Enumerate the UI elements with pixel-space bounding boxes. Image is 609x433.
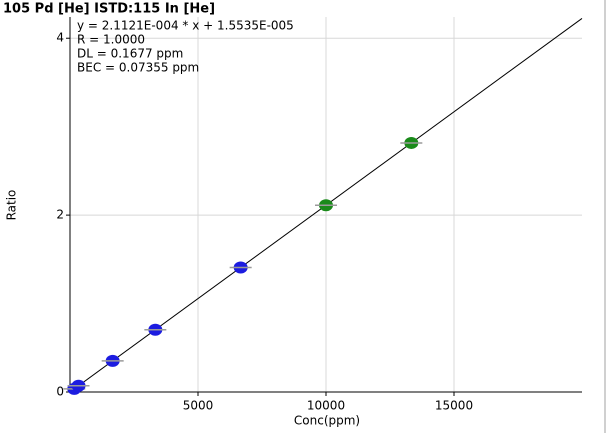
- x-axis-label: Conc(ppm): [294, 414, 360, 428]
- chart-title: 105 Pd [He] ISTD:115 In [He]: [3, 2, 215, 17]
- annotation: DL = 0.1677 ppm: [77, 47, 183, 61]
- y-tick-label: 2: [56, 208, 64, 222]
- y-tick-label: 4: [56, 31, 64, 45]
- x-tick-label: 5000: [183, 399, 214, 413]
- annotation: BEC = 0.07355 ppm: [77, 61, 199, 75]
- x-tick-label: 10000: [307, 399, 345, 413]
- y-axis-label: Ratio: [5, 190, 19, 221]
- y-tick-label: 0: [56, 385, 64, 399]
- x-tick-label: 15000: [435, 399, 473, 413]
- annotation: y = 2.1121E-004 * x + 1.5535E-005: [77, 19, 294, 33]
- annotation: R = 1.0000: [77, 33, 145, 47]
